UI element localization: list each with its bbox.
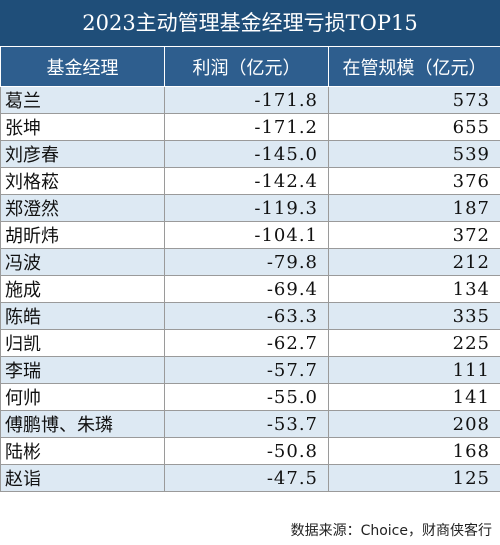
aum-value: 655	[328, 113, 500, 141]
profit-value: -63.3	[164, 302, 329, 330]
loss-table: 基金经理 利润（亿元） 在管规模（亿元） 葛兰 -171.8 573 张坤 -1…	[0, 46, 500, 492]
table-row: 傅鹏博、朱璘 -53.7 208	[0, 410, 500, 438]
profit-value: -53.7	[164, 410, 329, 438]
profit-value: -79.8	[164, 248, 329, 276]
table-title: 2023主动管理基金经理亏损TOP15	[0, 0, 500, 46]
aum-value: 141	[328, 383, 500, 411]
aum-value: 187	[328, 194, 500, 222]
aum-value: 335	[328, 302, 500, 330]
header-profit: 利润（亿元）	[164, 46, 329, 87]
manager-name: 李瑞	[0, 356, 165, 384]
profit-value: -171.8	[164, 86, 329, 114]
manager-name: 陆彬	[0, 437, 165, 465]
aum-value: 125	[328, 464, 500, 492]
aum-value: 134	[328, 275, 500, 303]
table-row: 赵诣 -47.5 125	[0, 464, 500, 492]
profit-value: -104.1	[164, 221, 329, 249]
table-row: 李瑞 -57.7 111	[0, 356, 500, 384]
table-row: 施成 -69.4 134	[0, 275, 500, 303]
aum-value: 539	[328, 140, 500, 168]
profit-value: -47.5	[164, 464, 329, 492]
table-row: 陆彬 -50.8 168	[0, 437, 500, 465]
profit-value: -145.0	[164, 140, 329, 168]
manager-name: 刘彦春	[0, 140, 165, 168]
source-note: 数据来源：Choice，财商侠客行	[290, 523, 492, 539]
profit-value: -171.2	[164, 113, 329, 141]
manager-name: 归凯	[0, 329, 165, 357]
aum-value: 372	[328, 221, 500, 249]
table-row: 郑澄然 -119.3 187	[0, 194, 500, 222]
aum-value: 212	[328, 248, 500, 276]
table-row: 葛兰 -171.8 573	[0, 86, 500, 114]
table-row: 何帅 -55.0 141	[0, 383, 500, 411]
aum-value: 376	[328, 167, 500, 195]
profit-value: -142.4	[164, 167, 329, 195]
table-row: 胡昕炜 -104.1 372	[0, 221, 500, 249]
table-row: 张坤 -171.2 655	[0, 113, 500, 141]
manager-name: 陈皓	[0, 302, 165, 330]
profit-value: -55.0	[164, 383, 329, 411]
profit-value: -57.7	[164, 356, 329, 384]
profit-value: -62.7	[164, 329, 329, 357]
table-row: 刘格菘 -142.4 376	[0, 167, 500, 195]
aum-value: 208	[328, 410, 500, 438]
header-row: 基金经理 利润（亿元） 在管规模（亿元）	[0, 46, 500, 87]
table-row: 陈皓 -63.3 335	[0, 302, 500, 330]
aum-value: 225	[328, 329, 500, 357]
profit-value: -119.3	[164, 194, 329, 222]
header-aum: 在管规模（亿元）	[328, 46, 500, 87]
manager-name: 葛兰	[0, 86, 165, 114]
table-row: 刘彦春 -145.0 539	[0, 140, 500, 168]
header-manager: 基金经理	[0, 46, 165, 87]
aum-value: 573	[328, 86, 500, 114]
profit-value: -69.4	[164, 275, 329, 303]
manager-name: 冯波	[0, 248, 165, 276]
manager-name: 施成	[0, 275, 165, 303]
table-row: 冯波 -79.8 212	[0, 248, 500, 276]
manager-name: 傅鹏博、朱璘	[0, 410, 165, 438]
manager-name: 何帅	[0, 383, 165, 411]
manager-name: 郑澄然	[0, 194, 165, 222]
aum-value: 168	[328, 437, 500, 465]
table-row: 归凯 -62.7 225	[0, 329, 500, 357]
manager-name: 赵诣	[0, 464, 165, 492]
manager-name: 胡昕炜	[0, 221, 165, 249]
aum-value: 111	[328, 356, 500, 384]
profit-value: -50.8	[164, 437, 329, 465]
manager-name: 张坤	[0, 113, 165, 141]
manager-name: 刘格菘	[0, 167, 165, 195]
